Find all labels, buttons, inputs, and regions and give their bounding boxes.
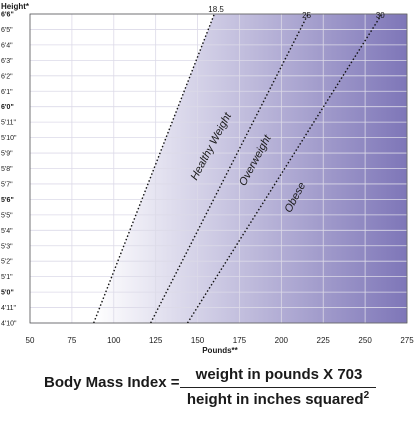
x-tick-label: 250 xyxy=(358,336,372,345)
y-tick-label: 5'6" xyxy=(1,197,14,204)
formula-label: Body Mass Index = xyxy=(44,374,180,391)
plot-border xyxy=(29,13,408,324)
y-tick-label: 5'7" xyxy=(1,181,13,188)
y-tick-label: 5'2" xyxy=(1,259,13,266)
x-tick-label: 75 xyxy=(67,336,76,345)
y-tick-label: 5'11" xyxy=(1,120,16,127)
denominator-text: height in inches squared xyxy=(186,391,364,408)
plot-frame xyxy=(29,13,408,324)
bmi-formula: Body Mass Index = weight in pounds X 703… xyxy=(0,366,414,432)
bmi-lines: 18.5 25 30 xyxy=(93,5,385,323)
y-tick-label: 5'9" xyxy=(1,151,13,158)
y-tick-label: 5'8" xyxy=(1,166,13,173)
x-tick-label: 275 xyxy=(400,336,414,345)
y-tick-label: 4'11" xyxy=(1,305,16,312)
y-tick-label: 6'0" xyxy=(1,104,14,111)
y-tick-label: 5'10" xyxy=(1,135,17,142)
y-tick-label: 6'3" xyxy=(1,58,13,65)
y-tick-label: 5'0" xyxy=(1,290,14,297)
exponent: 2 xyxy=(363,390,370,401)
x-tick-label: 100 xyxy=(107,336,121,345)
x-tick-label: 200 xyxy=(275,336,289,345)
fraction-bar xyxy=(180,387,376,388)
y-tick-label: 5'5" xyxy=(1,212,13,219)
y-tick-label: 6'5" xyxy=(1,27,13,34)
bmi-label-30: 30 xyxy=(376,11,385,20)
y-tick-labels: 4'10" 4'11" 5'0" 5'1" 5'2" 5'3" 5'4" 5'5" 5'6" 5'… xyxy=(1,12,17,328)
bmi-label-25: 25 xyxy=(302,11,311,20)
x-tick-labels: 50 75 100 125 150 175 200 225 250 275 xyxy=(26,336,414,345)
y-tick-label: 5'4" xyxy=(1,228,13,235)
x-tick-label: 225 xyxy=(317,336,331,345)
y-tick-label: 4'10" xyxy=(1,321,17,328)
x-tick-label: 50 xyxy=(26,336,35,345)
x-axis-title: Pounds** xyxy=(202,346,238,355)
y-tick-label: 6'6" xyxy=(1,12,14,19)
bmi-label-18.5: 18.5 xyxy=(208,5,224,14)
y-tick-label: 6'1" xyxy=(1,89,13,96)
y-tick-label: 6'4" xyxy=(1,42,13,49)
y-tick-label: 6'2" xyxy=(1,73,13,80)
bmi-line-30 xyxy=(186,14,383,323)
y-tick-label: 5'1" xyxy=(1,274,13,281)
y-axis-title: Height* xyxy=(1,2,30,11)
formula-denominator: height in inches squared2 xyxy=(180,390,376,408)
bmi-line-25 xyxy=(150,14,309,323)
x-tick-label: 175 xyxy=(233,336,247,345)
x-tick-label: 150 xyxy=(191,336,205,345)
grid xyxy=(29,13,408,324)
y-tick-label: 5'3" xyxy=(1,243,13,250)
formula-numerator: weight in pounds X 703 xyxy=(195,366,363,383)
x-tick-label: 125 xyxy=(149,336,163,345)
